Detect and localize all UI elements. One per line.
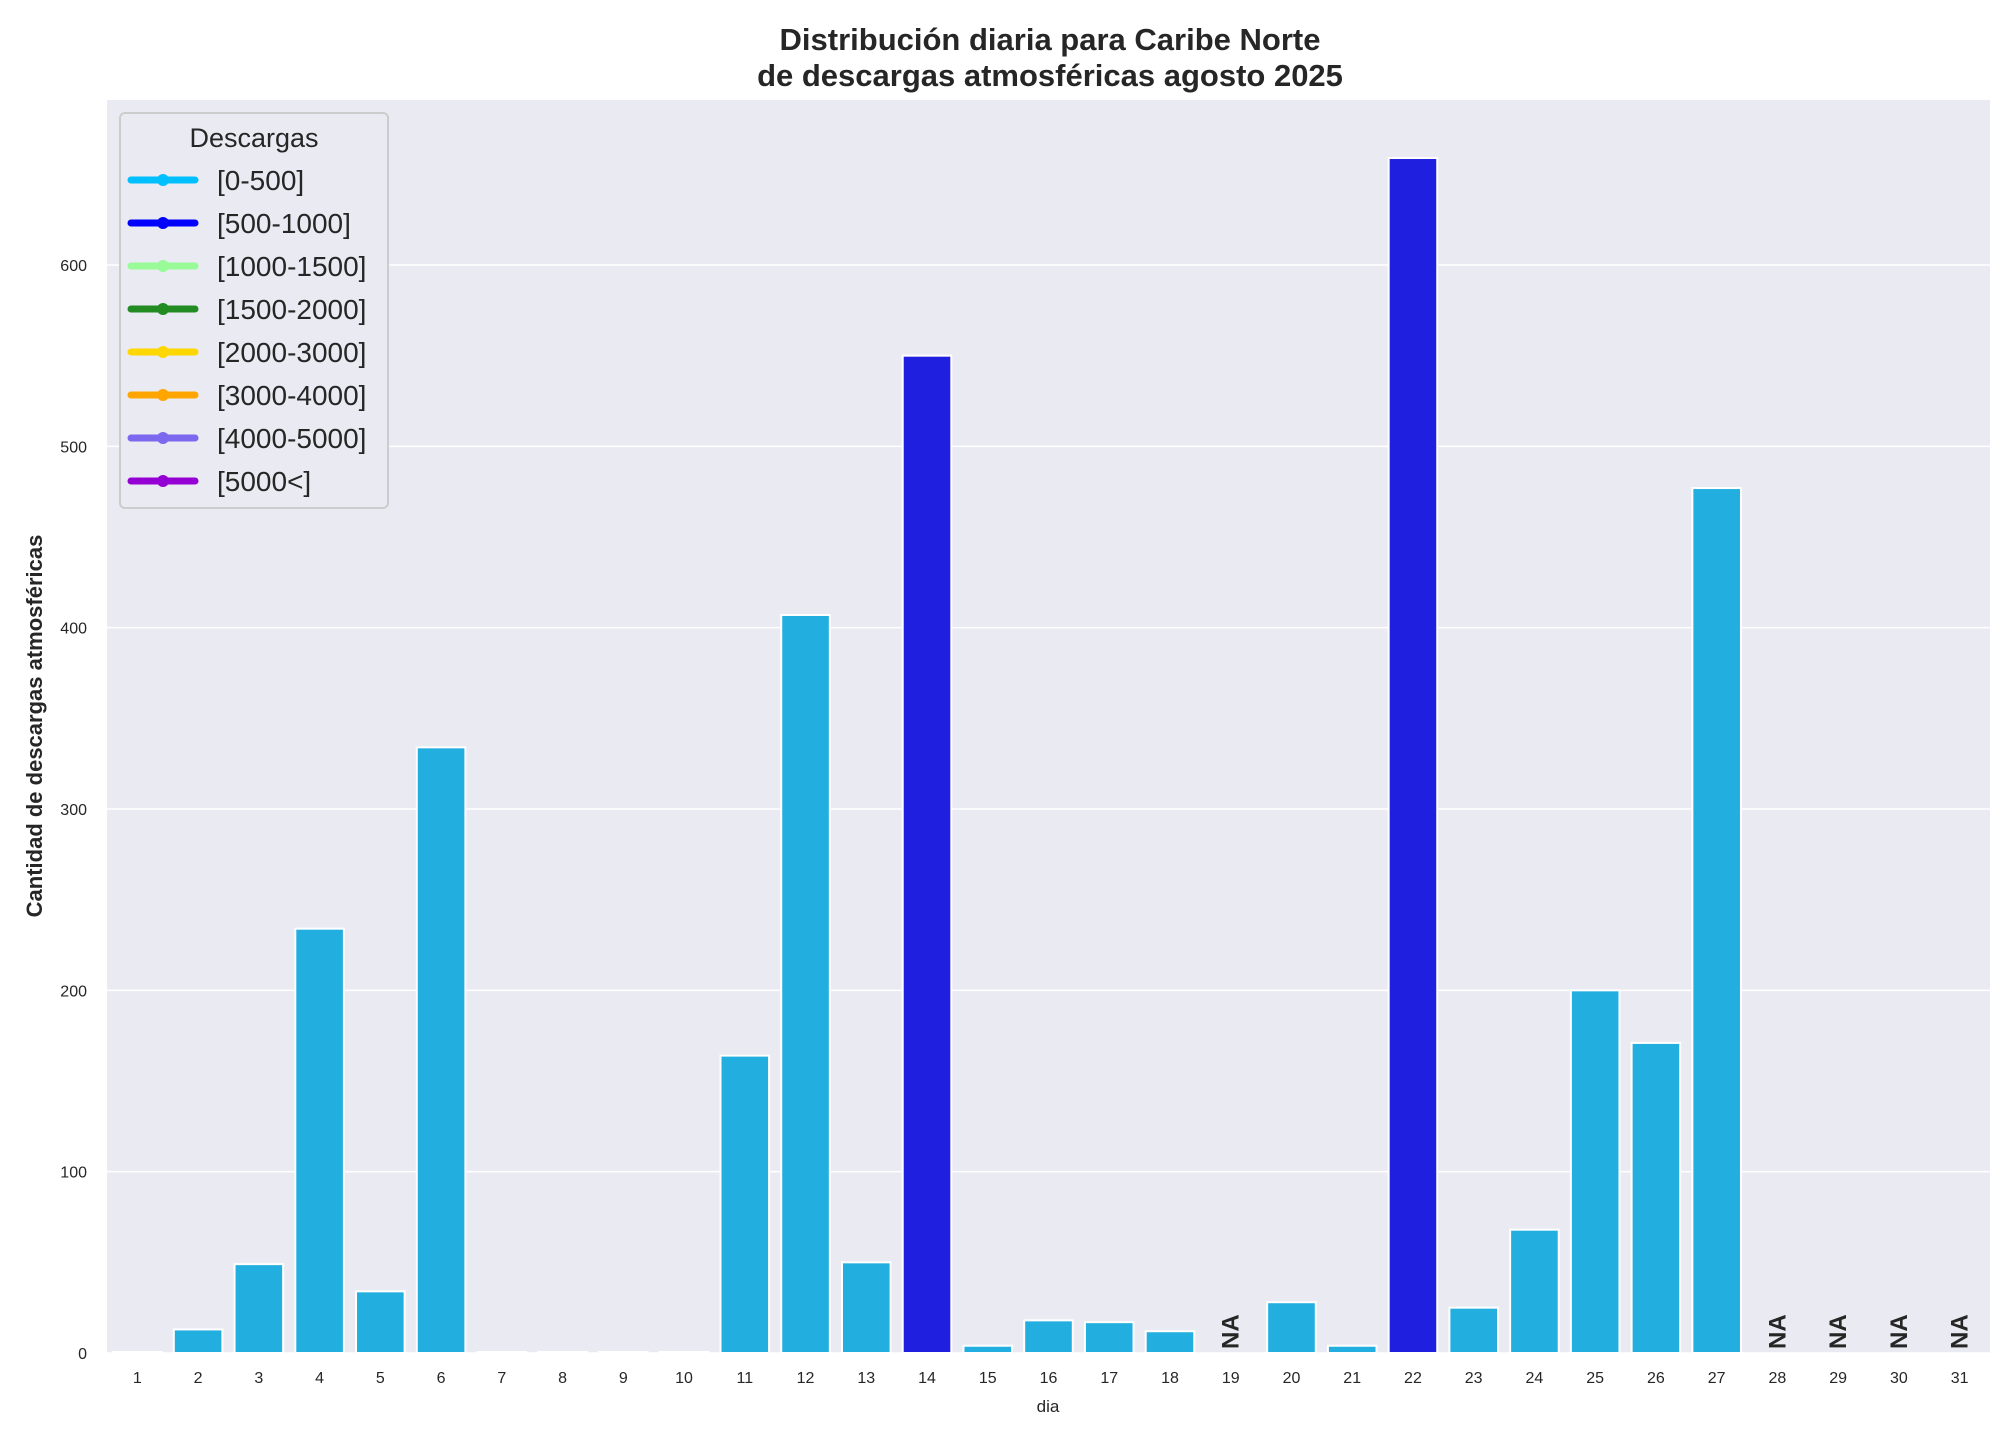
y-tick-label: 200	[60, 983, 87, 1000]
chart-title-line1: Distribución diaria para Caribe Norte	[780, 22, 1321, 57]
x-tick-label: 24	[1526, 1370, 1544, 1387]
x-tick-label: 28	[1769, 1370, 1787, 1387]
x-tick-label: 7	[497, 1370, 506, 1387]
legend-marker-icon	[157, 260, 169, 272]
bar-day-12	[780, 613, 831, 1354]
x-tick-label: 20	[1283, 1370, 1301, 1387]
chart-title-line2: de descargas atmosféricas agosto 2025	[757, 58, 1343, 93]
x-tick-label: 21	[1343, 1370, 1361, 1387]
x-tick-label: 9	[619, 1370, 628, 1387]
bar-day-11	[719, 1054, 771, 1354]
bar-day-22	[1387, 157, 1439, 1355]
x-tick-label: 2	[194, 1370, 203, 1387]
legend-marker-icon	[157, 217, 169, 229]
x-tick-label: 18	[1161, 1370, 1179, 1387]
legend-entry-label: [3000-4000]	[217, 380, 366, 411]
legend-entry-label: [1000-1500]	[217, 251, 366, 282]
legend-marker-icon	[157, 475, 169, 487]
x-tick-label: 23	[1465, 1370, 1483, 1387]
na-label: NA	[1218, 1314, 1245, 1349]
na-label: NA	[1764, 1314, 1791, 1349]
x-tick-label: 12	[797, 1370, 815, 1387]
legend-entry-label: [4000-5000]	[217, 423, 366, 454]
bar-day-26	[1630, 1041, 1682, 1355]
legend-entry-label: [5000<]	[217, 466, 311, 497]
legend-marker-icon	[157, 346, 169, 358]
x-tick-label: 15	[979, 1370, 997, 1387]
bar-day-9	[598, 1351, 649, 1354]
x-tick-label: 8	[558, 1370, 567, 1387]
y-tick-label: 0	[78, 1346, 87, 1363]
legend-marker-icon	[157, 303, 169, 315]
x-tick-label: 3	[254, 1370, 263, 1387]
legend-marker-icon	[157, 432, 169, 444]
y-tick-label: 400	[60, 621, 87, 638]
bar-day-16	[1023, 1319, 1074, 1355]
bar-day-17	[1083, 1321, 1135, 1355]
x-tick-label: 26	[1647, 1370, 1665, 1387]
bar-day-8	[537, 1351, 588, 1354]
bar-day-2	[172, 1328, 224, 1354]
x-tick-label: 27	[1708, 1370, 1726, 1387]
bar-day-24	[1509, 1228, 1560, 1355]
y-tick-label: 300	[60, 802, 87, 819]
legend-marker-icon	[157, 389, 169, 401]
y-axis-label: Cantidad de descargas atmosféricas	[22, 535, 47, 918]
y-tick-label: 100	[60, 1165, 87, 1182]
x-tick-label: 14	[918, 1370, 936, 1387]
legend-marker-icon	[157, 174, 169, 186]
legend-title: Descargas	[189, 123, 318, 153]
x-tick-label: 22	[1404, 1370, 1422, 1387]
bar-day-20	[1266, 1301, 1317, 1354]
x-tick-label: 6	[437, 1370, 446, 1387]
y-tick-label: 600	[60, 258, 87, 275]
x-tick-label: 25	[1586, 1370, 1604, 1387]
bar-day-25	[1569, 989, 1621, 1355]
bar-day-27	[1691, 487, 1742, 1354]
x-axis-label: dia	[1037, 1397, 1060, 1416]
x-tick-label: 31	[1951, 1370, 1969, 1387]
bar-day-21	[1326, 1344, 1378, 1354]
bar-day-6	[415, 746, 467, 1354]
bar-day-3	[233, 1263, 285, 1354]
bar-day-10	[658, 1351, 710, 1354]
x-tick-label: 1	[133, 1370, 142, 1387]
x-tick-label: 29	[1829, 1370, 1847, 1387]
legend-entry-label: [2000-3000]	[217, 337, 366, 368]
x-tick-label: 11	[736, 1370, 753, 1387]
legend: Descargas [0-500] [500-1000] [1000-1500] [1…	[119, 112, 389, 509]
x-tick-label: 4	[315, 1370, 324, 1387]
x-tick-label: 17	[1100, 1370, 1118, 1387]
legend-entry-label: [0-500]	[217, 165, 304, 196]
legend-entry-label: [500-1000]	[217, 208, 351, 239]
bar-day-23	[1448, 1306, 1499, 1354]
x-tick-label: 10	[675, 1370, 693, 1387]
bar-day-5	[355, 1290, 406, 1354]
bar-day-18	[1144, 1330, 1196, 1355]
na-label: NA	[1886, 1314, 1913, 1349]
x-tick-label: 16	[1040, 1370, 1058, 1387]
bar-day-4	[294, 927, 345, 1354]
na-label: NA	[1825, 1314, 1852, 1349]
x-tick-label: 5	[376, 1370, 385, 1387]
na-label: NA	[1947, 1314, 1974, 1349]
bar-day-15	[962, 1344, 1014, 1354]
legend-box	[119, 112, 389, 509]
x-tick-label: 13	[857, 1370, 875, 1387]
bar-day-14	[901, 354, 953, 1354]
x-tick-label: 30	[1890, 1370, 1908, 1387]
x-tick-label: 19	[1222, 1370, 1240, 1387]
bar-day-7	[476, 1351, 528, 1354]
bar-day-13	[840, 1261, 892, 1355]
legend-entry-label: [1500-2000]	[217, 294, 366, 325]
bar-day-1	[112, 1351, 163, 1354]
y-tick-label: 500	[60, 439, 87, 456]
